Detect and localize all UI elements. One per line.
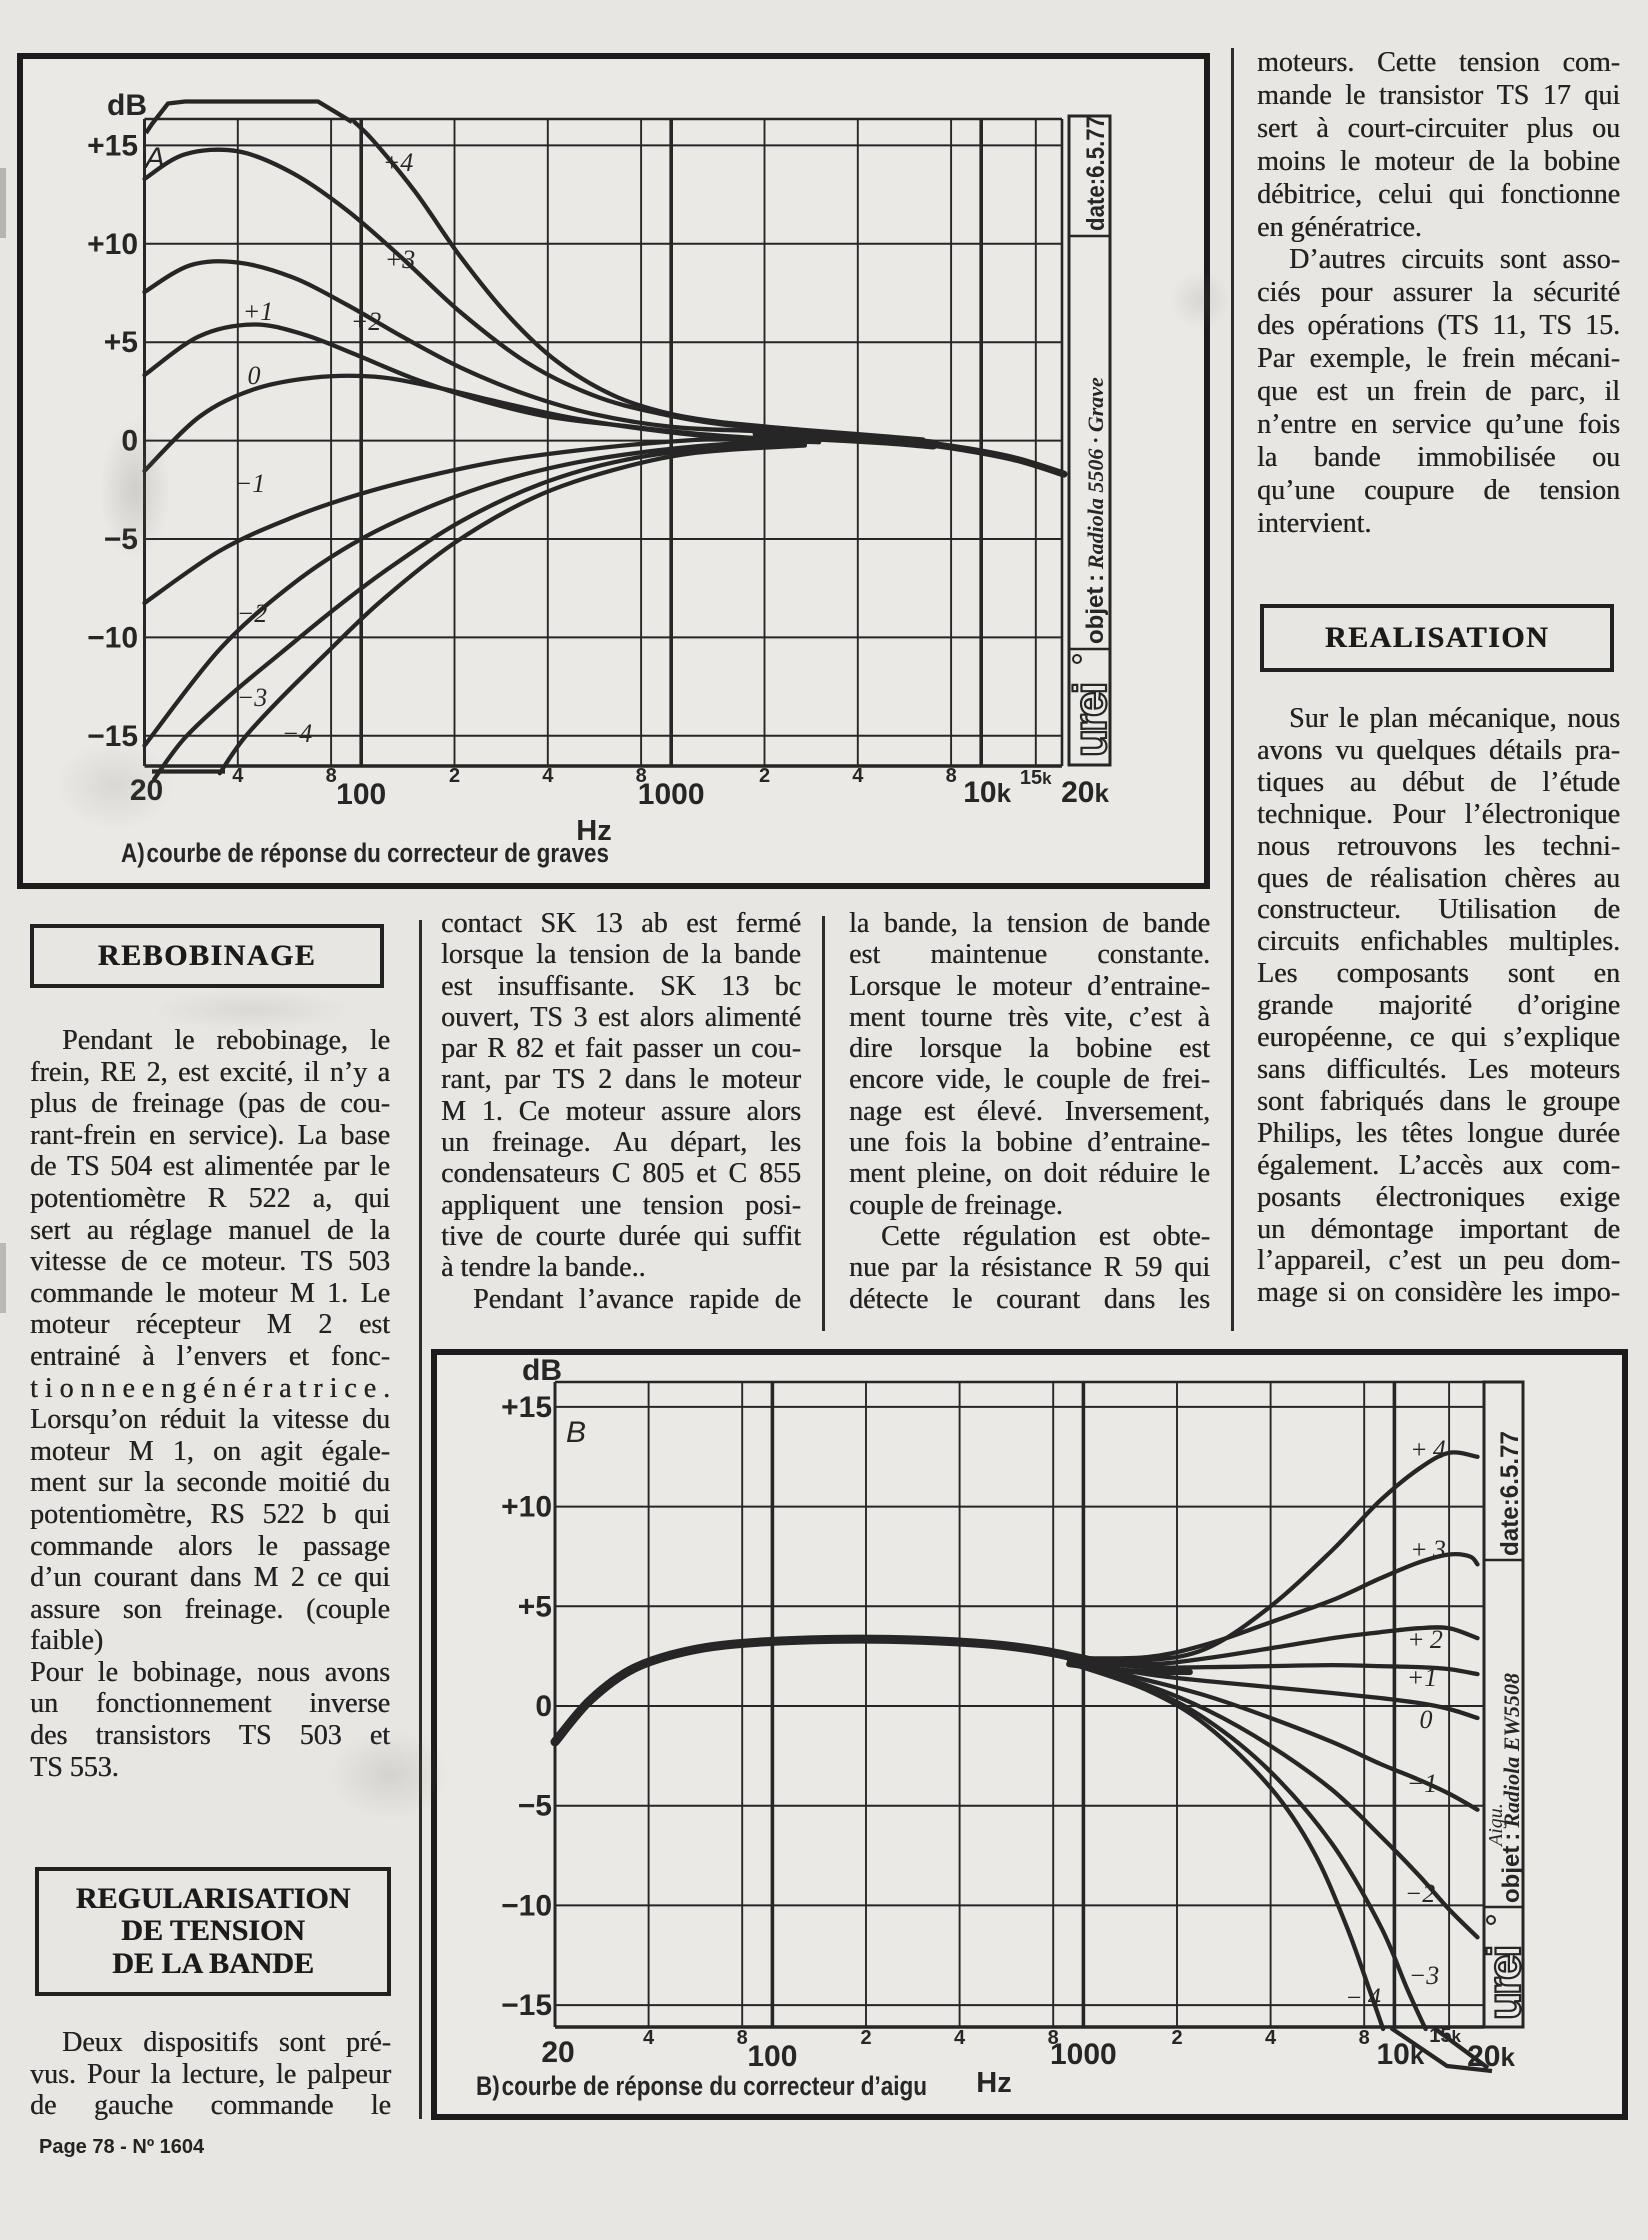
svg-text:+ 4: + 4 [1410,1435,1446,1464]
svg-text:objet : Radiola EW5508: objet : Radiola EW5508 [1498,1673,1525,1903]
svg-text:+3: +3 [385,245,416,274]
svg-text:−5: −5 [104,523,138,556]
svg-text:−10: −10 [87,621,138,654]
svg-text:− 4: − 4 [1345,1983,1381,2012]
svg-text:2: 2 [449,765,460,787]
svg-text:−1: −1 [235,469,266,498]
svg-text:15k: 15k [1429,2025,1461,2047]
svg-text:4: 4 [542,765,554,787]
svg-text:+10: +10 [87,228,138,261]
svg-text:20: 20 [541,2036,574,2069]
svg-text:A: A [143,142,165,175]
svg-text:10k: 10k [1376,2038,1424,2071]
svg-text:+ 3: + 3 [1410,1535,1446,1564]
svg-text:dB: dB [107,89,147,122]
svg-text:20k: 20k [1467,2040,1515,2073]
svg-text:2: 2 [1171,2027,1182,2049]
svg-text:8: 8 [636,765,647,787]
svg-text:+2: +2 [351,307,382,336]
svg-text:0: 0 [121,425,138,458]
svg-text:B) courbe de réponse du correc: B) courbe de réponse du correcteur d’aig… [476,2071,927,2101]
svg-text:A) courbe de réponse du correc: A) courbe de réponse du correcteur de gr… [121,838,609,868]
svg-text:8: 8 [1048,2027,1059,2049]
svg-text:4: 4 [643,2027,655,2049]
svg-text:+10: +10 [501,1491,552,1524]
svg-text:+15: +15 [501,1391,552,1424]
svg-text:100: 100 [336,778,386,811]
svg-text:date:6.5.77: date:6.5.77 [1496,1431,1524,1556]
svg-text:0: 0 [535,1690,552,1723]
svg-text:+5: +5 [518,1590,552,1623]
svg-text:4: 4 [954,2027,966,2049]
svg-text:15k: 15k [1020,767,1052,789]
svg-text:objet : Radiola 5506 · Grave: objet : Radiola 5506 · Grave [1082,377,1109,644]
svg-text:4: 4 [232,765,244,787]
svg-text:+4: +4 [383,148,414,177]
svg-text:2: 2 [759,765,770,787]
svg-text:20: 20 [130,774,163,807]
svg-text:0: 0 [1420,1705,1433,1734]
svg-text:4: 4 [852,765,864,787]
svg-text:dB: dB [522,1354,562,1387]
svg-text:date:6.5.77: date:6.5.77 [1082,116,1110,231]
svg-text:−15: −15 [501,1989,552,2022]
svg-text:0: 0 [248,361,261,390]
svg-text:+15: +15 [87,129,138,162]
svg-text:Hz: Hz [976,2067,1011,2099]
svg-text:2: 2 [860,2027,871,2049]
svg-text:−1: −1 [1407,1769,1438,1798]
svg-text:B: B [566,1416,586,1449]
svg-text:20k: 20k [1061,776,1109,809]
svg-text:−15: −15 [87,720,138,753]
svg-text:8: 8 [1359,2027,1370,2049]
svg-text:8: 8 [946,765,957,787]
svg-text:100: 100 [747,2040,797,2073]
svg-text:urei: urei [1478,1947,1530,2020]
svg-text:−10: −10 [501,1889,552,1922]
svg-text:−3: −3 [1409,1961,1440,1990]
svg-text:+ 2: + 2 [1407,1625,1443,1654]
svg-text:Aigu.: Aigu. [1485,1803,1507,1848]
svg-text:−2: −2 [237,599,268,628]
svg-text:−5: −5 [518,1790,552,1823]
svg-text:−4: −4 [282,719,313,748]
svg-text:8: 8 [737,2027,748,2049]
svg-text:4: 4 [1265,2027,1277,2049]
svg-text:urei: urei [1064,684,1116,757]
svg-text:+1: +1 [243,297,274,326]
svg-text:−3: −3 [237,683,268,712]
svg-text:+5: +5 [104,326,138,359]
svg-text:8: 8 [326,765,337,787]
svg-text:−2: −2 [1405,1879,1436,1908]
svg-text:10k: 10k [963,776,1011,809]
svg-text:Hz: Hz [576,815,611,847]
svg-text:1000: 1000 [1050,2038,1117,2071]
svg-text:1000: 1000 [638,778,705,811]
svg-text:+1: +1 [1407,1663,1438,1692]
